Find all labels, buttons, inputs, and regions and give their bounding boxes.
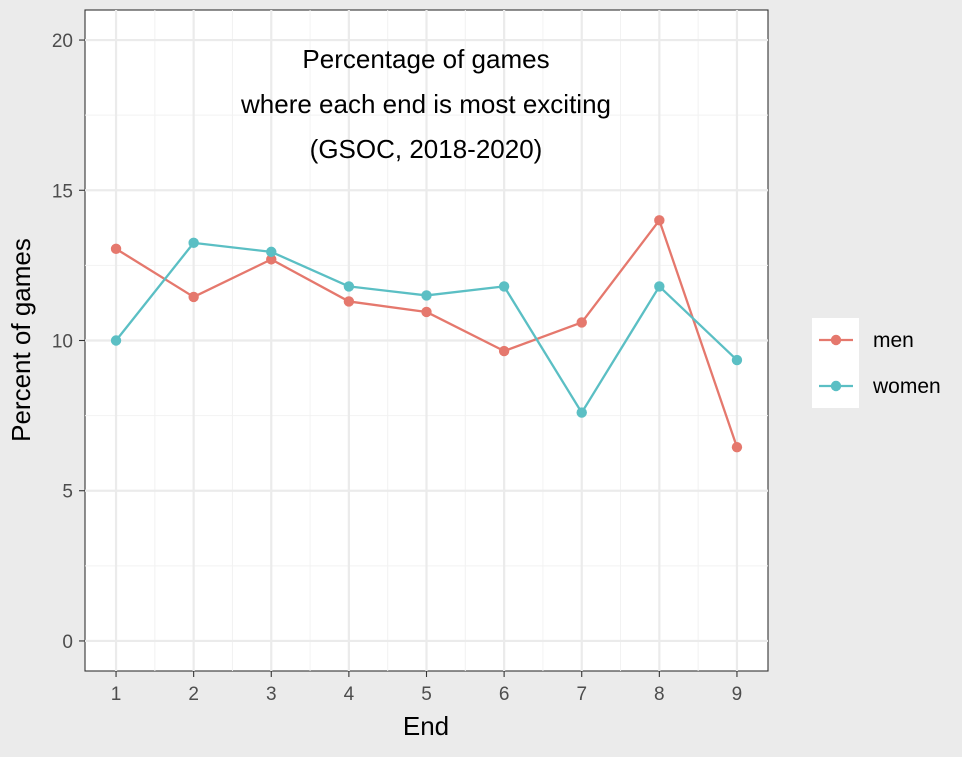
data-point-women — [731, 354, 743, 366]
data-point-women — [498, 281, 510, 292]
legend-key-background — [812, 318, 859, 408]
data-point-women — [188, 237, 199, 249]
y-tick-label: 10 — [52, 332, 73, 353]
data-point-men — [731, 441, 743, 453]
chart-title: Percentage of games where each end is mos… — [240, 44, 611, 164]
y-tick-label: 20 — [52, 31, 73, 52]
x-axis-label: End — [403, 711, 449, 741]
legend: men women — [812, 318, 941, 408]
legend-key-point-men — [830, 334, 842, 346]
data-point-women — [576, 407, 587, 418]
series-layer — [110, 215, 743, 453]
data-point-men — [498, 345, 510, 357]
x-tick-label: 5 — [421, 684, 432, 705]
data-point-men — [576, 317, 587, 328]
x-tick-label: 1 — [111, 684, 122, 705]
chart-title-line: (GSOC, 2018-2020) — [310, 134, 543, 164]
data-point-men — [343, 296, 355, 307]
data-point-men — [421, 306, 432, 318]
data-point-women — [654, 281, 665, 292]
x-tick-label: 9 — [732, 684, 743, 705]
data-point-men — [654, 215, 665, 226]
x-tick-label: 2 — [188, 684, 199, 705]
data-point-men — [110, 243, 122, 255]
data-point-women — [266, 246, 277, 258]
chart-title-line: Percentage of games — [302, 44, 549, 74]
y-tick-label: 15 — [52, 181, 73, 202]
legend-label-women: women — [872, 375, 941, 398]
data-point-men — [266, 254, 277, 265]
x-tick-label: 4 — [344, 684, 355, 705]
y-tick-label: 5 — [62, 482, 73, 503]
x-tick-label: 6 — [499, 684, 510, 705]
y-axis-label: Percent of games — [6, 238, 36, 442]
x-tick-label: 7 — [576, 684, 587, 705]
y-tick-label: 0 — [62, 632, 73, 653]
data-point-women — [110, 335, 122, 346]
chart-title-line: where each end is most exciting — [240, 89, 611, 119]
grid-lines — [85, 10, 768, 671]
x-tick-label: 8 — [654, 684, 665, 705]
axes: 0 5 10 15 20 1 2 3 4 5 6 7 8 9 — [52, 31, 742, 705]
data-point-women — [343, 281, 355, 292]
legend-key-point-women — [830, 380, 842, 392]
legend-label-men: men — [873, 329, 914, 352]
data-point-women — [421, 290, 432, 301]
x-tick-label: 3 — [266, 684, 277, 705]
data-point-men — [188, 291, 199, 303]
